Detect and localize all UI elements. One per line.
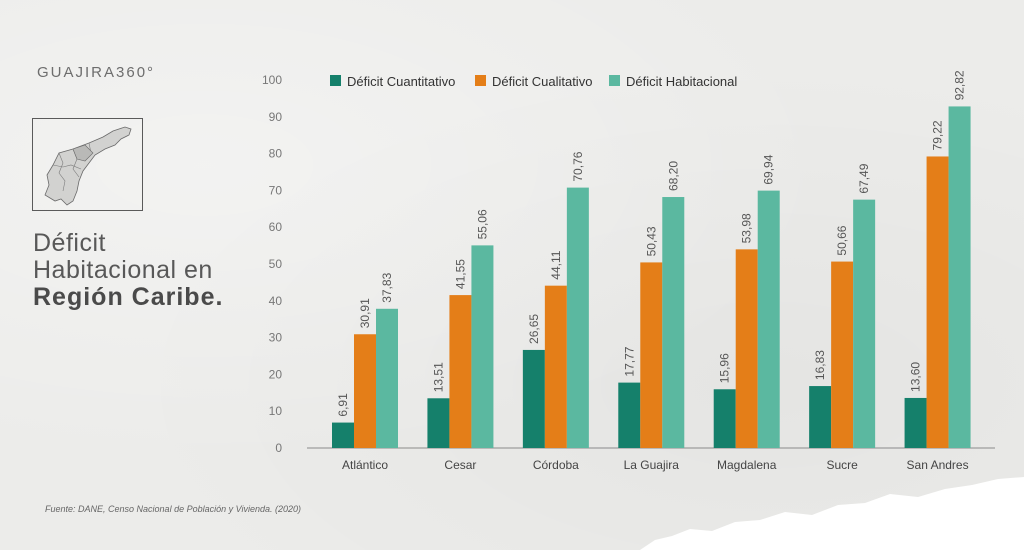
data-label: 92,82 [953, 70, 967, 100]
data-label: 37,83 [380, 272, 394, 302]
data-label: 69,94 [762, 154, 776, 184]
data-label: 17,77 [622, 346, 636, 376]
bar [735, 249, 758, 448]
bar [354, 334, 376, 448]
source-note: Fuente: DANE, Censo Nacional de Població… [45, 504, 301, 514]
x-tick-label: Cesar [444, 458, 476, 472]
y-tick-label: 90 [269, 110, 283, 124]
data-label: 68,20 [666, 161, 680, 191]
bar [522, 349, 545, 448]
brand-logo-text: GUAJIRA360° [37, 64, 156, 81]
bar [471, 245, 494, 448]
bar [757, 190, 780, 449]
la-guajira-map-icon [44, 126, 132, 206]
y-tick-label: 80 [269, 147, 283, 161]
title-line-2: Habitacional en [33, 256, 213, 284]
data-label: 44,11 [549, 250, 563, 279]
bar [618, 382, 641, 448]
title-line-1: Déficit [33, 229, 106, 257]
x-tick-label: La Guajira [624, 458, 680, 472]
bar [640, 262, 663, 448]
legend-swatch [475, 75, 486, 86]
x-tick-label: Atlántico [342, 458, 388, 472]
bar [904, 397, 927, 448]
data-label: 50,66 [835, 225, 849, 255]
y-tick-label: 40 [269, 294, 283, 308]
legend-label: Déficit Habitacional [626, 74, 737, 89]
legend-swatch [330, 75, 341, 86]
title-line-3: Región Caribe. [33, 283, 224, 311]
data-label: 13,60 [909, 362, 923, 392]
y-tick-label: 0 [275, 441, 282, 455]
x-tick-label: San Andres [907, 458, 969, 472]
bar [332, 422, 354, 448]
data-label: 26,65 [527, 314, 541, 344]
y-tick-label: 10 [269, 404, 283, 418]
y-tick-label: 70 [269, 183, 283, 197]
y-tick-label: 30 [269, 331, 283, 345]
bar [926, 156, 949, 448]
page-title: Déficit Habitacional en Región Caribe. [33, 230, 223, 311]
bar [566, 187, 589, 448]
legend-label: Déficit Cualitativo [492, 74, 592, 89]
bar [544, 285, 567, 448]
x-tick-label: Córdoba [533, 458, 579, 472]
bar [809, 386, 832, 448]
data-label: 41,55 [453, 259, 467, 289]
data-label: 6,91 [336, 393, 350, 417]
data-label: 70,76 [571, 151, 585, 181]
data-label: 50,43 [644, 226, 658, 256]
bar [853, 199, 876, 448]
bar [713, 389, 736, 448]
x-tick-label: Sucre [826, 458, 858, 472]
data-label: 67,49 [857, 163, 871, 193]
bar [449, 295, 472, 448]
y-tick-label: 60 [269, 220, 283, 234]
bar [662, 197, 685, 448]
bar [831, 261, 854, 448]
data-label: 30,91 [358, 298, 372, 328]
y-tick-label: 50 [269, 257, 283, 271]
x-tick-label: Magdalena [717, 458, 777, 472]
data-label: 15,96 [718, 353, 732, 383]
legend-label: Déficit Cuantitativo [347, 74, 455, 89]
legend-swatch [609, 75, 620, 86]
y-tick-label: 100 [262, 73, 282, 87]
y-tick-label: 20 [269, 367, 283, 381]
bar [427, 398, 450, 448]
map-frame [32, 118, 143, 211]
bar [948, 106, 971, 449]
data-label: 55,06 [475, 209, 489, 239]
data-label: 16,83 [813, 350, 827, 380]
data-label: 13,51 [431, 362, 445, 392]
data-label: 79,22 [931, 120, 945, 150]
data-label: 53,98 [740, 213, 754, 243]
bar [376, 308, 398, 448]
